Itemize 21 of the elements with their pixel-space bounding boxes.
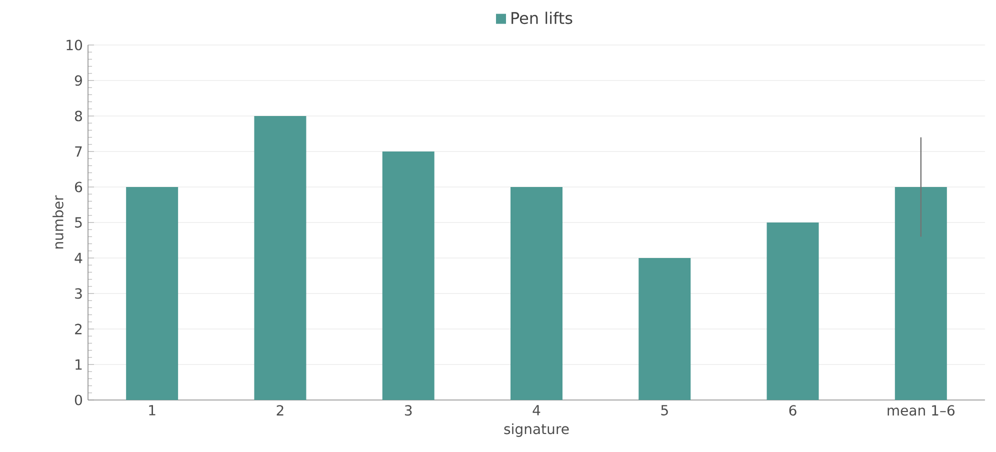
x-axis-title: signature	[504, 423, 569, 437]
y-tick-label: 6	[75, 182, 82, 192]
x-tick-label: mean 1–6	[888, 405, 955, 416]
legend-label: Pen lifts	[512, 12, 572, 24]
y-tick-label: 10	[66, 40, 82, 50]
x-tick-label: 2	[276, 405, 284, 416]
y-tick-label: 9	[74, 75, 82, 86]
y-tick-label: 7	[75, 146, 82, 157]
y-tick-label: 4	[74, 252, 82, 264]
x-tick-label: 1	[149, 405, 156, 416]
x-tick-label: 3	[404, 405, 412, 416]
y-axis-title: number	[52, 195, 64, 249]
y-tick-label: 8	[74, 110, 82, 122]
y-tick-label: 0	[74, 394, 82, 406]
y-tick-label: 1	[76, 359, 82, 370]
x-tick-label: 6	[789, 405, 796, 416]
y-tick-label: 2	[75, 324, 82, 334]
x-tick-label: 5	[661, 405, 668, 416]
y-tick-label: 5	[75, 217, 82, 228]
x-tick-label: 4	[532, 405, 540, 416]
y-tick-label: 3	[75, 288, 82, 299]
